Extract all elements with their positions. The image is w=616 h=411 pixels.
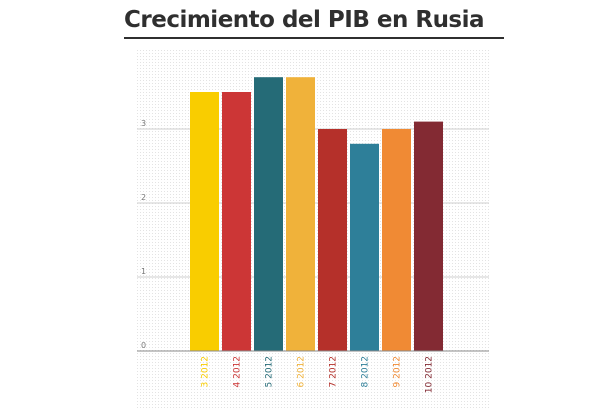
y-tick-label: 3	[141, 119, 146, 128]
y-tick-label: 2	[141, 193, 146, 202]
x-tick-label: 3 2012	[201, 356, 211, 388]
y-tick-label: 0	[141, 341, 146, 350]
bar	[382, 129, 411, 351]
bar	[190, 92, 219, 351]
bars	[190, 77, 443, 351]
bar	[414, 121, 443, 351]
x-tick-label: 7 2012	[329, 356, 339, 388]
bar	[286, 77, 315, 351]
bar-chart: 0 1 2 3 3 2012 4 2012 5 2012 6 2012 7 2012 8 201…	[137, 50, 489, 410]
bar	[318, 129, 347, 351]
x-tick-labels: 3 2012 4 2012 5 2012 6 2012 7 2012 8 2012 9 20…	[201, 356, 435, 393]
x-tick-label: 9 2012	[393, 356, 403, 388]
bar	[254, 77, 283, 351]
x-tick-label: 5 2012	[265, 356, 275, 388]
chart-title: Crecimiento del PIB en Rusia	[124, 7, 485, 33]
bar	[350, 143, 379, 351]
title-underline	[124, 37, 504, 39]
x-tick-label: 6 2012	[297, 356, 307, 388]
y-tick-label: 1	[141, 267, 146, 276]
x-tick-label: 8 2012	[361, 356, 371, 388]
x-tick-label: 4 2012	[233, 356, 243, 388]
bar	[222, 92, 251, 351]
bar-chart-svg: 0 1 2 3 3 2012 4 2012 5 2012 6 2012 7 2012 8 201…	[137, 50, 489, 410]
y-tick-labels: 0 1 2 3	[141, 119, 146, 350]
x-tick-label: 10 2012	[425, 356, 435, 393]
